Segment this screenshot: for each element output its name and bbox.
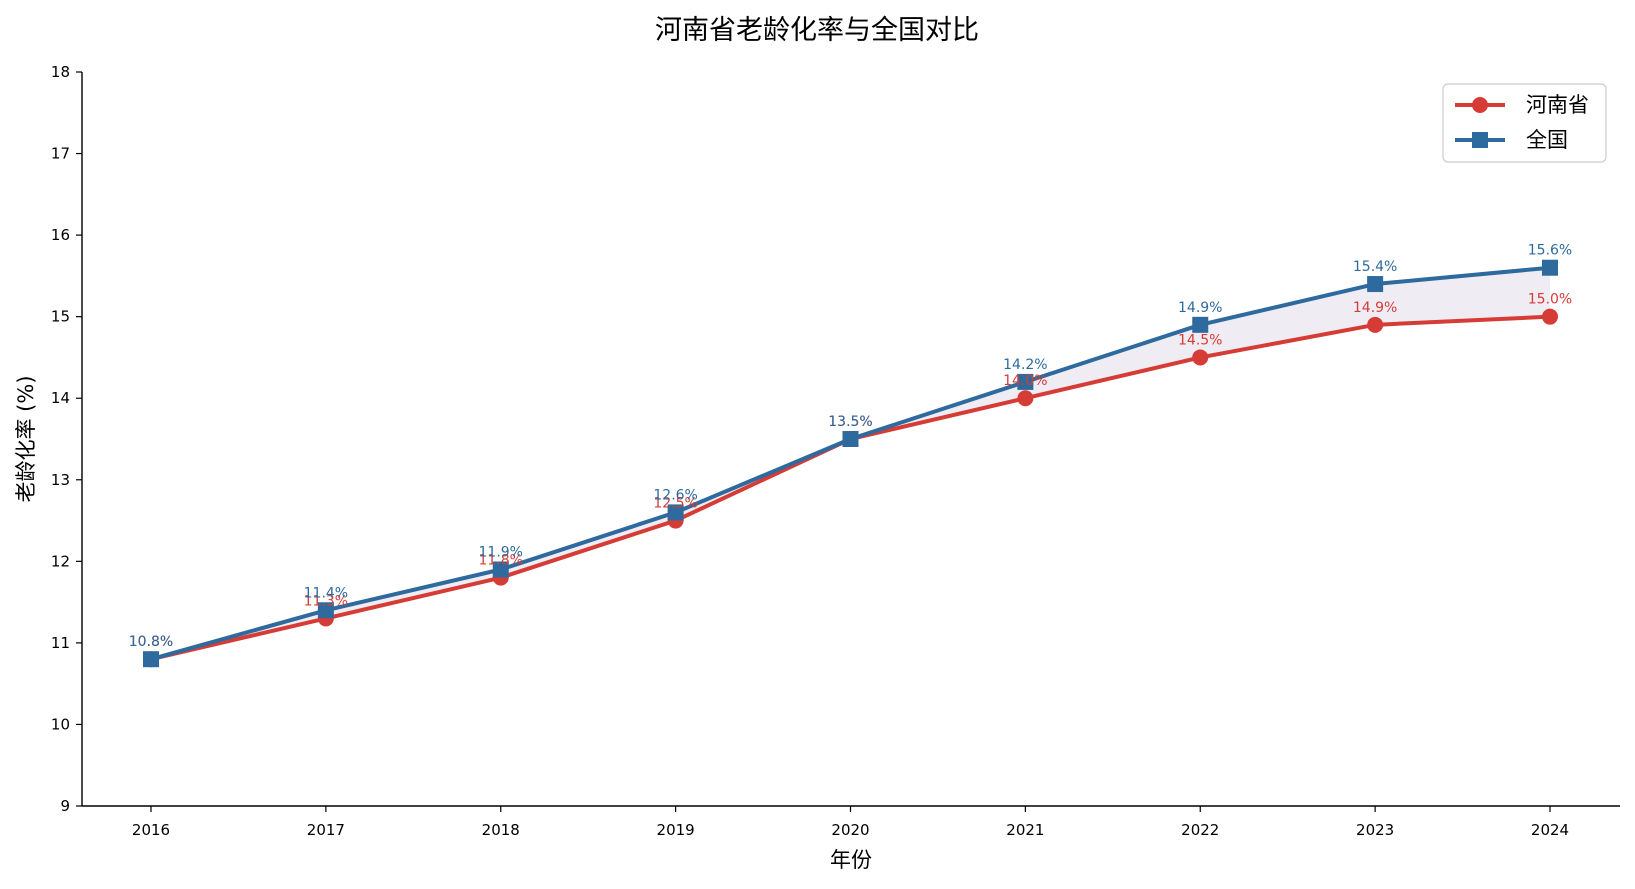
- data-label: 12.5%: [653, 496, 697, 512]
- data-label: 10.8%: [129, 634, 173, 650]
- data-point: [1017, 390, 1034, 407]
- y-tick-label: 9: [60, 797, 70, 815]
- x-tick-label: 2016: [132, 821, 170, 839]
- data-point: [1542, 308, 1558, 325]
- data-label: 11.8%: [479, 553, 523, 569]
- x-tick-label: 2022: [1181, 821, 1219, 839]
- y-tick-label: 13: [51, 471, 70, 489]
- x-tick-label: 2018: [482, 821, 520, 839]
- data-label: 10.8%: [129, 634, 173, 650]
- data-point: [1192, 316, 1209, 333]
- data-label: 12.6%: [653, 487, 697, 503]
- x-axis-ticks: 2016 2017 2018 2019 2020 2021 2022 2023 2024: [132, 806, 1569, 839]
- y-tick-label: 14: [51, 389, 70, 407]
- legend-label: 全国: [1526, 128, 1568, 152]
- legend-marker: [1472, 97, 1488, 113]
- x-tick-label: 2017: [307, 821, 345, 839]
- legend-label: 河南省: [1526, 93, 1589, 117]
- data-label: 13.5%: [828, 414, 872, 430]
- data-label: 11.4%: [304, 585, 348, 601]
- chart-title: 河南省老龄化率与全国对比: [655, 15, 979, 46]
- data-point: [1367, 316, 1384, 333]
- series-national: [143, 259, 1558, 668]
- data-label: 11.3%: [304, 593, 348, 609]
- data-label: 15.0%: [1528, 292, 1572, 308]
- x-tick-label: 2021: [1006, 821, 1044, 839]
- data-point: [492, 561, 509, 578]
- data-point: [317, 602, 334, 619]
- x-tick-label: 2023: [1356, 821, 1394, 839]
- data-point: [667, 504, 684, 521]
- x-tick-label: 2020: [831, 821, 869, 839]
- gap-fill-layer: [151, 267, 1550, 660]
- gap-fill-area: [151, 267, 1550, 660]
- series-layer: [143, 259, 1558, 668]
- data-label: 13.5%: [828, 414, 872, 430]
- legend-marker: [1472, 132, 1488, 148]
- data-label: 14.9%: [1178, 300, 1222, 316]
- data-point: [842, 431, 859, 447]
- y-tick-label: 15: [51, 308, 70, 326]
- y-axis-ticks: 9 10 11 12 13 14 15 16 17 18: [51, 63, 82, 815]
- y-axis-title: 老龄化率 (%): [14, 375, 38, 502]
- y-tick-label: 18: [51, 63, 70, 81]
- y-tick-label: 11: [51, 634, 70, 652]
- data-label: 15.4%: [1353, 259, 1397, 275]
- series-henan: [143, 308, 1558, 668]
- data-point: [1367, 276, 1384, 293]
- y-tick-label: 12: [51, 552, 70, 570]
- y-tick-label: 10: [51, 715, 70, 733]
- data-label: 15.6%: [1528, 243, 1572, 259]
- data-label: 14.5%: [1178, 332, 1222, 348]
- data-label: 14.9%: [1353, 300, 1397, 316]
- data-labels-layer: 10.8% 11.3% 11.8% 12.5% 13.5% 14.0% 14.5% 14.9%…: [129, 243, 1572, 650]
- data-point: [143, 651, 159, 668]
- legend-item: 河南省: [1455, 93, 1589, 117]
- data-point: [1192, 349, 1209, 366]
- x-tick-label: 2024: [1531, 821, 1569, 839]
- data-label: 14.0%: [1003, 373, 1047, 389]
- legend-item: 全国: [1455, 128, 1568, 152]
- x-tick-label: 2019: [657, 821, 695, 839]
- data-label: 14.2%: [1003, 357, 1047, 373]
- y-tick-label: 17: [51, 145, 70, 163]
- data-point: [1017, 373, 1034, 390]
- y-tick-label: 16: [51, 226, 70, 244]
- x-axis-title: 年份: [830, 848, 872, 872]
- data-point: [1542, 259, 1558, 276]
- data-label: 11.9%: [479, 544, 523, 560]
